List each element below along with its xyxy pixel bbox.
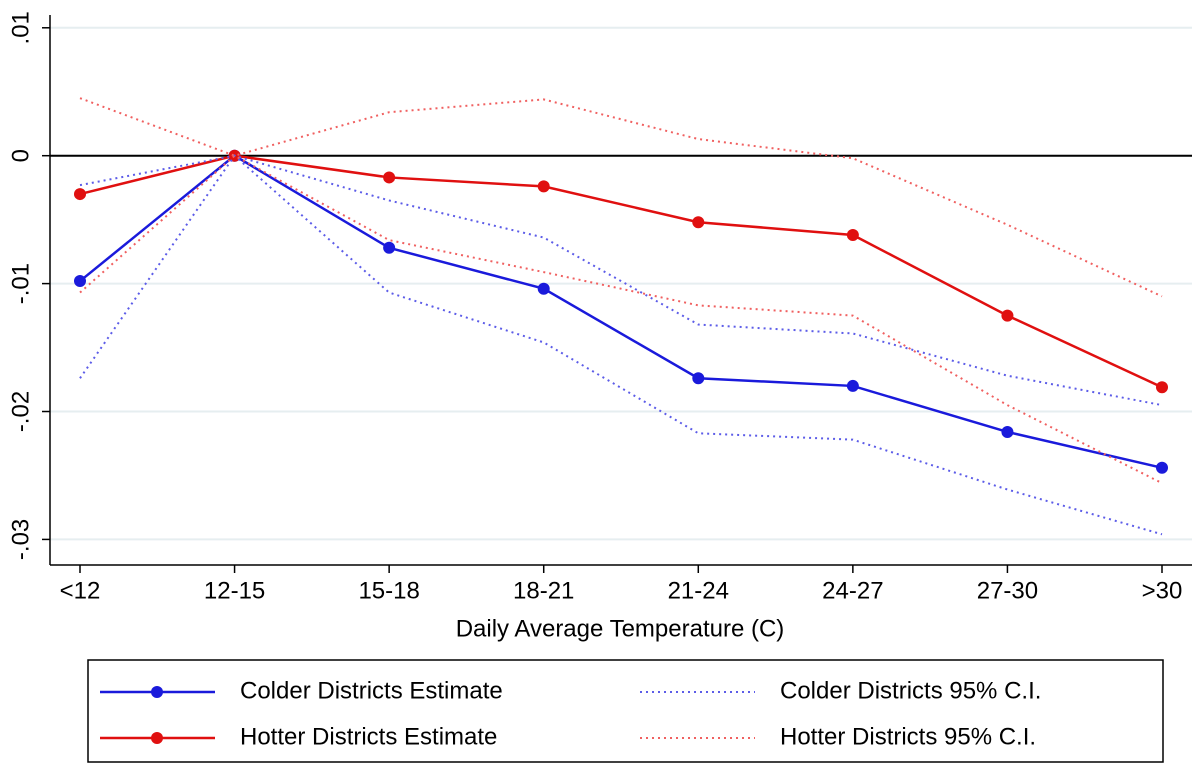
point	[537, 180, 550, 193]
series-line	[79, 154, 1163, 389]
point	[846, 229, 859, 241]
x-tick-label: <12	[60, 577, 101, 604]
point	[383, 171, 396, 184]
point	[1001, 425, 1014, 438]
ci-line	[79, 154, 1163, 485]
ci-line	[79, 97, 1163, 298]
legend-marker	[151, 732, 163, 744]
series-line	[79, 154, 1163, 470]
point	[692, 216, 705, 229]
point	[537, 282, 550, 295]
y-tick-label: .01	[7, 11, 34, 44]
x-axis-title: Daily Average Temperature (C)	[456, 615, 785, 642]
x-tick-label: 18-21	[513, 577, 574, 604]
point	[74, 275, 86, 288]
legend-label: Colder Districts 95% C.I.	[780, 677, 1041, 704]
x-tick-label: 27-30	[977, 577, 1038, 604]
point	[1156, 381, 1168, 394]
ci-line	[79, 154, 1163, 407]
legend-box	[87, 659, 1164, 763]
point	[846, 379, 859, 392]
point	[383, 241, 396, 254]
legend-marker	[151, 686, 163, 698]
point	[74, 188, 86, 201]
legend-label: Colder Districts Estimate	[240, 677, 503, 704]
y-tick-label: 0	[7, 149, 34, 162]
ci-line	[79, 154, 1163, 536]
x-tick-label: 21-24	[668, 577, 729, 604]
x-tick-label: 12-15	[204, 577, 265, 604]
point	[1156, 461, 1168, 474]
point	[692, 372, 705, 385]
y-tick-label: -.03	[7, 519, 34, 560]
x-tick-label: 15-18	[358, 577, 419, 604]
y-tick-label: -.02	[7, 391, 34, 432]
legend-label: Hotter Districts 95% C.I.	[780, 723, 1036, 750]
x-tick-label: >30	[1142, 577, 1183, 604]
point	[1001, 309, 1014, 322]
y-tick-label: -.01	[7, 263, 34, 304]
legend-label: Hotter Districts Estimate	[240, 723, 497, 750]
x-tick-label: 24-27	[822, 577, 883, 604]
